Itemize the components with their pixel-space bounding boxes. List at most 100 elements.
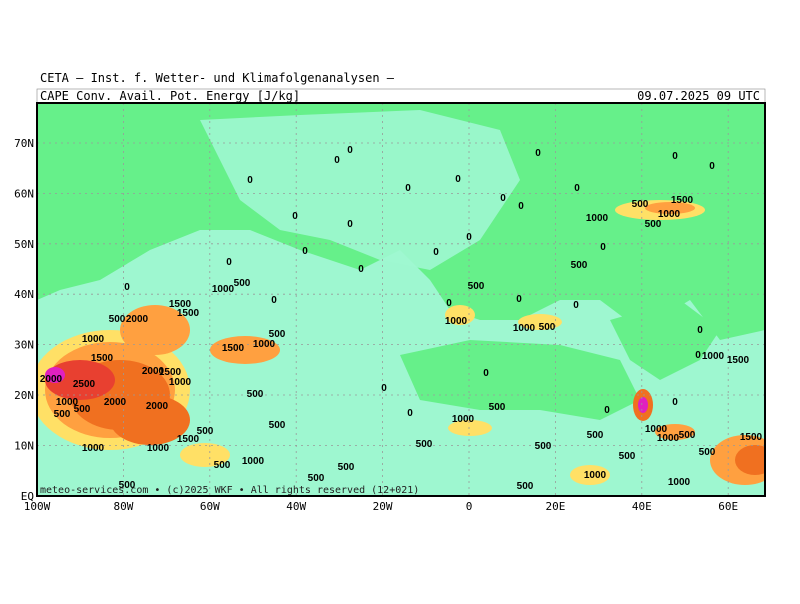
lon-label: 60W bbox=[200, 500, 220, 513]
contour-label: 500 bbox=[416, 439, 433, 450]
contour-label: 0 bbox=[483, 368, 489, 379]
contour-label: 500 bbox=[74, 404, 91, 415]
lon-label: 0 bbox=[466, 500, 473, 513]
contour-label: 2000 bbox=[146, 401, 169, 412]
contour-label: 500 bbox=[539, 322, 556, 333]
contour-label: 0 bbox=[573, 300, 579, 311]
contour-label: 1000 bbox=[253, 339, 276, 350]
contour-label: 1500 bbox=[740, 432, 763, 443]
contour-label: 1000 bbox=[513, 323, 536, 334]
contour-label: 500 bbox=[338, 462, 355, 473]
contour-label: 0 bbox=[247, 175, 253, 186]
contour-label: 0 bbox=[347, 219, 353, 230]
lat-label: 70N bbox=[14, 137, 34, 150]
contour-label: 500 bbox=[571, 260, 588, 271]
contour-label: 500 bbox=[269, 420, 286, 431]
contour-label: 500 bbox=[619, 451, 636, 462]
contour-label: 0 bbox=[600, 242, 606, 253]
contour-label: 0 bbox=[672, 397, 678, 408]
contour-label: 500 bbox=[234, 278, 251, 289]
contour-label: 500 bbox=[308, 473, 325, 484]
lon-label: 80W bbox=[113, 500, 133, 513]
contour-label: 0 bbox=[381, 383, 387, 394]
contour-label: 1500 bbox=[177, 434, 200, 445]
contour-label: 1000 bbox=[169, 377, 192, 388]
lon-label: 100W bbox=[24, 500, 51, 513]
contour-label: 0 bbox=[709, 161, 715, 172]
contour-label: 1500 bbox=[159, 367, 182, 378]
contour-label: 500 bbox=[489, 402, 506, 413]
contour-label: 1000 bbox=[212, 284, 235, 295]
contour-label: 0 bbox=[405, 183, 411, 194]
contour-label: 0 bbox=[466, 232, 472, 243]
lat-label: 30N bbox=[14, 339, 34, 352]
contour-label: 1000 bbox=[657, 433, 680, 444]
contour-label: 0 bbox=[574, 183, 580, 194]
contour-label: 1000 bbox=[147, 443, 170, 454]
contour-label: 0 bbox=[455, 174, 461, 185]
contour-label: 500 bbox=[699, 447, 716, 458]
contour-label: 1000 bbox=[645, 424, 668, 435]
contour-label: 500 bbox=[119, 480, 136, 491]
contour-label: 1000 bbox=[445, 316, 468, 327]
contour-label: 1000 bbox=[82, 443, 105, 454]
header-title: CETA – Inst. f. Wetter- und Klimafolgena… bbox=[40, 71, 395, 85]
lat-label: 40N bbox=[14, 288, 34, 301]
contour-label: 500 bbox=[679, 430, 696, 441]
contour-label: 1000 bbox=[702, 351, 725, 362]
contour-label: 2000 bbox=[126, 314, 149, 325]
header-subtitle: CAPE Conv. Avail. Pot. Energy [J/kg] bbox=[40, 89, 300, 103]
contour-label: 2000 bbox=[40, 374, 63, 385]
contour-label: 500 bbox=[269, 329, 286, 340]
contour-label: 0 bbox=[518, 201, 524, 212]
lat-label: 20N bbox=[14, 389, 34, 402]
lat-label: EQ bbox=[21, 490, 34, 503]
contour-label: 0 bbox=[407, 408, 413, 419]
contour-label: 0 bbox=[334, 155, 340, 166]
contour-label: 500 bbox=[587, 430, 604, 441]
lat-label: 60N bbox=[14, 187, 34, 200]
contour-label: 500 bbox=[109, 314, 126, 325]
contour-label: 1000 bbox=[668, 477, 691, 488]
contour-label: 2000 bbox=[104, 397, 127, 408]
lon-label: 60E bbox=[718, 500, 738, 513]
contour-label: 0 bbox=[433, 247, 439, 258]
contour-label: 500 bbox=[54, 409, 71, 420]
lon-label: 20E bbox=[545, 500, 565, 513]
contour-label: 500 bbox=[632, 199, 649, 210]
contour-label: 1000 bbox=[82, 334, 105, 345]
contour-label: 1000 bbox=[584, 470, 607, 481]
contour-label: 1000 bbox=[452, 414, 475, 425]
lon-label: 40E bbox=[632, 500, 652, 513]
contour-label: 1500 bbox=[222, 343, 245, 354]
contour-label: 500 bbox=[214, 460, 231, 471]
contour-label: 1000 bbox=[658, 209, 681, 220]
contour-label: 2500 bbox=[73, 379, 96, 390]
contour-label: 1500 bbox=[727, 355, 750, 366]
lon-label: 20W bbox=[373, 500, 393, 513]
header-timestamp: 09.07.2025 09 UTC bbox=[637, 89, 760, 103]
lon-label: 40W bbox=[286, 500, 306, 513]
contour-label: 2000 bbox=[142, 366, 165, 377]
contour-label: 0 bbox=[292, 211, 298, 222]
contour-label: 0 bbox=[124, 282, 130, 293]
contour-label: 1500 bbox=[177, 308, 200, 319]
contour-label: 1000 bbox=[56, 397, 79, 408]
contour-label: 0 bbox=[500, 193, 506, 204]
contour-label: 500 bbox=[535, 441, 552, 452]
contour-label: 0 bbox=[358, 264, 364, 275]
copyright: meteo-services.com • (c)2025 WKF • All r… bbox=[40, 485, 419, 496]
contour-label: 1500 bbox=[91, 353, 114, 364]
cape-shading bbox=[37, 200, 765, 485]
contour-label: 500 bbox=[247, 389, 264, 400]
contour-label: 0 bbox=[604, 405, 610, 416]
contour-label: 500 bbox=[517, 481, 534, 492]
contour-label: 0 bbox=[695, 350, 701, 361]
contour-label: 0 bbox=[516, 294, 522, 305]
contour-label: 1500 bbox=[671, 195, 694, 206]
contour-label: 0 bbox=[697, 325, 703, 336]
contour-label: 0 bbox=[226, 257, 232, 268]
map-frame bbox=[36, 102, 766, 497]
